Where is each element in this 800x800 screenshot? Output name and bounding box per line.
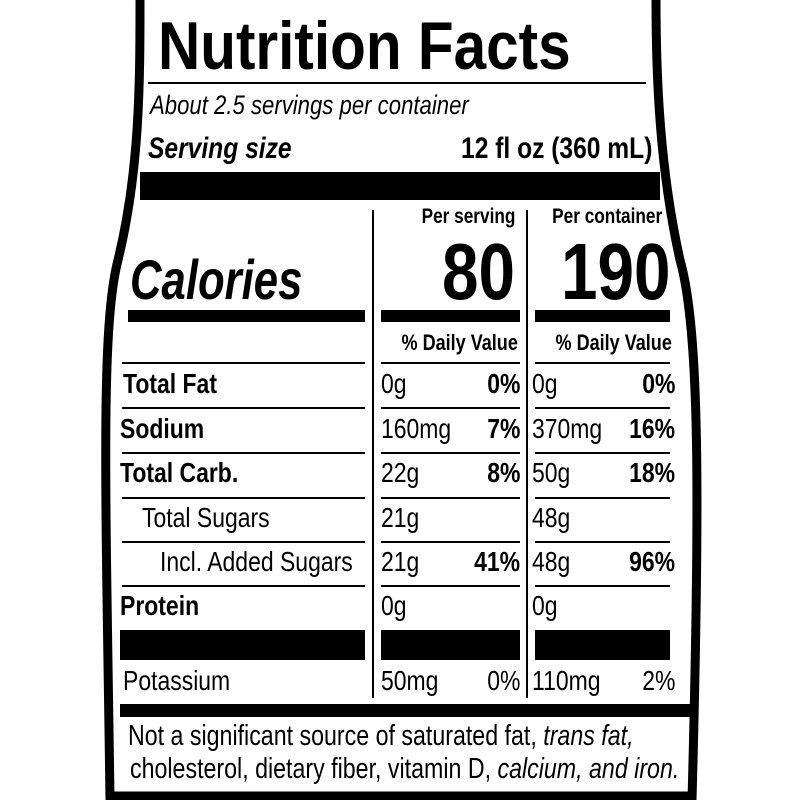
container-daily-value: 16%: [629, 413, 675, 444]
medium-bar: [381, 310, 520, 322]
serving-amount: 21g: [381, 502, 420, 533]
container-amount: 370mg: [532, 413, 603, 444]
calories-per-container: 190: [560, 227, 670, 316]
potassium-container-dv: 2%: [641, 665, 675, 696]
serving-amount: 0g: [381, 368, 407, 399]
row-divider: [122, 585, 365, 587]
container-amount: 48g: [532, 546, 571, 577]
nutrient-label: Protein: [120, 590, 200, 621]
divider: [148, 82, 646, 84]
calories-label: Calories: [130, 248, 303, 311]
container-amount: 50g: [532, 457, 571, 488]
calories-per-serving: 80: [442, 227, 515, 316]
row-divider: [535, 497, 670, 499]
footnote-text: cholesterol, dietary fiber, vitamin D,: [130, 753, 498, 785]
thick-bar: [140, 172, 660, 200]
per-container-label: Per container: [551, 205, 662, 228]
row-divider: [122, 452, 365, 454]
container-daily-value: 96%: [629, 546, 675, 577]
row-divider: [381, 362, 520, 364]
row-divider: [535, 585, 670, 587]
title: Nutrition Facts: [158, 8, 571, 84]
row-divider: [122, 541, 365, 543]
row-divider: [122, 497, 365, 499]
dv-header-serving: % Daily Value: [401, 330, 518, 355]
column-divider: [526, 210, 528, 698]
servings-per-container: About 2.5 servings per container: [150, 90, 469, 120]
serving-size-label: Serving size: [148, 132, 292, 165]
nutrient-label: Sodium: [120, 413, 205, 444]
serving-amount: 0g: [381, 590, 407, 621]
serving-daily-value: 8%: [486, 457, 520, 488]
row-divider: [381, 585, 520, 587]
footnote-italic: trans fat,: [543, 720, 634, 752]
serving-daily-value: 0%: [486, 368, 520, 399]
serving-amount: 22g: [381, 457, 420, 488]
potassium-label: Potassium: [123, 665, 231, 696]
thick-bar: [381, 630, 520, 660]
nutrient-label: Incl. Added Sugars: [160, 546, 353, 577]
serving-daily-value: 7%: [486, 413, 520, 444]
row-divider: [381, 541, 520, 543]
serving-size-value: 12 fl oz (360 mL): [460, 132, 652, 165]
container-amount: 0g: [532, 590, 558, 621]
footnote-line-1: Not a significant source of saturated fa…: [128, 722, 634, 751]
row-divider: [381, 497, 520, 499]
footnote-line-2: cholesterol, dietary fiber, vitamin D, c…: [130, 755, 679, 784]
thick-bar: [535, 630, 670, 660]
row-divider: [535, 452, 670, 454]
container-daily-value: 18%: [629, 457, 675, 488]
per-serving-label: Per serving: [421, 205, 515, 228]
row-divider: [122, 362, 365, 364]
footnote-text: Not a significant source of saturated fa…: [128, 720, 544, 752]
serving-amount: 21g: [381, 546, 420, 577]
medium-bar: [128, 310, 365, 322]
nutrient-label: Total Fat: [123, 368, 217, 399]
footnote-italic: calcium, and iron.: [497, 753, 680, 785]
row-divider: [381, 407, 520, 409]
serving-daily-value: 41%: [474, 546, 520, 577]
dv-header-container: % Daily Value: [555, 330, 672, 355]
container-daily-value: 0%: [641, 368, 675, 399]
row-divider: [535, 362, 670, 364]
row-divider: [535, 407, 670, 409]
potassium-container-amount: 110mg: [532, 665, 601, 696]
medium-bar: [120, 704, 690, 717]
row-divider: [535, 541, 670, 543]
nutrient-label: Total Sugars: [142, 502, 270, 533]
serving-amount: 160mg: [381, 413, 452, 444]
container-amount: 0g: [532, 368, 558, 399]
nutrient-label: Total Carb.: [120, 457, 239, 488]
container-amount: 48g: [532, 502, 571, 533]
potassium-serving-amount: 50mg: [381, 665, 439, 696]
medium-bar: [535, 310, 670, 322]
row-divider: [381, 452, 520, 454]
potassium-serving-dv: 0%: [486, 665, 520, 696]
column-divider: [372, 210, 374, 698]
row-divider: [122, 407, 365, 409]
thick-bar: [120, 630, 365, 660]
